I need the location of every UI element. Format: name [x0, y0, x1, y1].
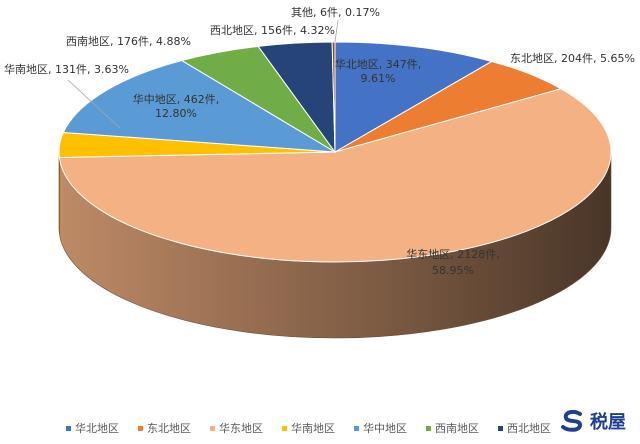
legend-label-华中地区: 华中地区	[363, 421, 407, 435]
watermark-text: 税屋	[590, 408, 626, 434]
watermark: 税屋	[560, 408, 626, 434]
data-label-西北地区: 西北地区, 156件, 4.32%	[210, 24, 335, 37]
data-label-percent-华东地区: 58.95%	[432, 264, 474, 277]
data-label-percent-华中地区: 12.80%	[155, 107, 197, 120]
legend-swatch-东北地区	[138, 426, 143, 431]
legend-label-西南地区: 西南地区	[435, 422, 479, 435]
pie-top	[59, 42, 611, 262]
data-label-东北地区: 东北地区, 204件, 5.65%	[510, 52, 635, 65]
legend-label-东北地区: 东北地区	[147, 422, 191, 435]
leader-line	[335, 20, 338, 42]
data-label-华南地区: 华南地区, 131件, 3.63%	[4, 62, 129, 76]
legend-swatch-华中地区	[354, 426, 359, 431]
legend-swatch-华南地区	[282, 426, 287, 431]
legend-label-西北地区: 西北地区	[507, 422, 551, 435]
data-label-percent-华北地区: 9.61%	[361, 72, 396, 85]
shuiwu-logo-icon	[560, 410, 586, 432]
legend-swatch-西北地区	[498, 426, 503, 431]
data-label-华东地区: 华东地区, 2128件,	[406, 247, 499, 261]
data-label-华中地区: 华中地区, 462件,	[133, 92, 220, 106]
legend-label-华北地区: 华北地区	[75, 421, 119, 435]
data-label-其他: 其他, 6件, 0.17%	[291, 6, 380, 19]
data-label-西南地区: 西南地区, 176件, 4.88%	[66, 35, 191, 48]
legend-swatch-华东地区	[210, 426, 215, 431]
legend-label-华南地区: 华南地区	[291, 421, 335, 435]
legend-swatch-西南地区	[426, 426, 431, 431]
legend-swatch-华北地区	[66, 426, 71, 431]
data-label-华北地区: 华北地区, 347件,	[335, 57, 422, 71]
legend: 华北地区 东北地区 华东地区 华南地区 华中地区 西南地区 西北地区	[66, 421, 551, 435]
legend-label-华东地区: 华东地区	[219, 421, 263, 435]
